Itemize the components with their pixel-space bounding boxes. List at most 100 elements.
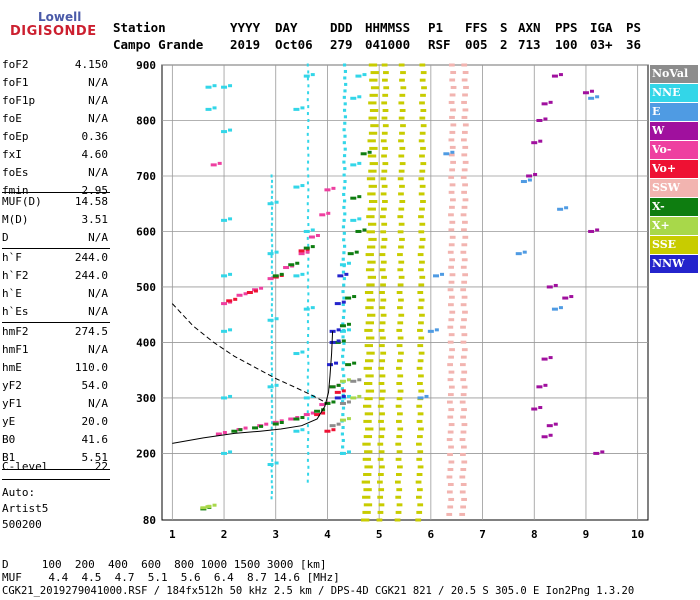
data-point — [279, 421, 284, 425]
band-mark — [417, 344, 424, 348]
param-name: foF1 — [2, 76, 29, 89]
band-mark — [397, 412, 403, 416]
band-mark — [419, 207, 425, 211]
band-mark — [342, 108, 347, 112]
band-mark — [460, 482, 467, 486]
band-mark — [365, 427, 374, 431]
data-point — [303, 246, 310, 250]
data-point — [308, 235, 315, 239]
data-point — [339, 379, 346, 383]
data-point — [541, 357, 548, 361]
param-row: h`Es N/A — [2, 305, 108, 323]
data-point — [346, 400, 351, 404]
band-mark — [368, 63, 378, 67]
band-mark — [368, 131, 378, 135]
hdr-ddd-label: DDD — [330, 20, 353, 35]
data-point — [541, 102, 548, 106]
band-mark — [361, 518, 370, 522]
band-mark — [364, 412, 374, 416]
band-mark — [306, 424, 309, 428]
band-mark — [446, 475, 453, 479]
data-point — [314, 413, 321, 417]
param-value: 54.0 — [81, 379, 109, 392]
data-point — [564, 206, 569, 210]
band-mark — [270, 292, 273, 296]
band-mark — [364, 382, 373, 385]
band-mark — [369, 109, 379, 112]
param-value: 244.0 — [74, 251, 108, 264]
band-mark — [418, 192, 425, 196]
data-point — [321, 411, 326, 415]
data-point — [298, 252, 305, 256]
band-mark — [307, 382, 310, 386]
data-point — [246, 291, 253, 294]
band-mark — [367, 260, 376, 264]
param-name: fmin — [2, 184, 29, 197]
band-mark — [382, 146, 388, 150]
band-mark — [379, 412, 385, 416]
band-mark — [381, 169, 388, 173]
band-mark — [362, 404, 372, 408]
band-mark — [461, 100, 467, 104]
band-mark — [449, 258, 455, 262]
band-mark — [307, 139, 310, 143]
legend-label: SSW — [652, 181, 680, 194]
band-mark — [396, 366, 402, 370]
x-tick-label: 10 — [631, 528, 644, 541]
band-mark — [380, 351, 387, 355]
param-value: N/A — [88, 397, 108, 410]
data-point — [562, 296, 569, 300]
band-mark — [366, 215, 375, 219]
data-point — [315, 234, 320, 238]
band-mark — [307, 292, 310, 296]
data-point — [222, 430, 227, 434]
band-mark — [448, 243, 455, 247]
data-point — [221, 274, 228, 278]
data-point — [252, 426, 259, 430]
data-point — [346, 322, 351, 326]
band-mark — [271, 271, 274, 275]
band-mark — [420, 109, 427, 112]
x-tick-label: 8 — [531, 528, 538, 541]
data-point — [228, 394, 233, 398]
auto-code: 500200 — [2, 518, 42, 531]
data-point — [274, 250, 279, 254]
band-mark — [366, 283, 375, 287]
band-mark — [367, 222, 377, 226]
band-mark — [342, 238, 346, 242]
band-mark — [382, 109, 389, 112]
band-mark — [365, 374, 374, 378]
data-point — [450, 150, 455, 154]
band-mark — [381, 237, 388, 241]
band-mark — [419, 63, 426, 67]
band-mark — [377, 442, 384, 446]
data-point — [551, 74, 558, 78]
data-point — [331, 400, 336, 404]
band-mark — [376, 518, 383, 522]
band-mark — [397, 306, 403, 310]
band-mark — [462, 93, 468, 97]
data-point — [345, 296, 352, 300]
band-mark — [448, 445, 454, 449]
data-point — [221, 218, 228, 222]
band-mark — [398, 260, 405, 264]
legend-item-e: E — [650, 103, 698, 121]
band-mark — [341, 406, 346, 410]
data-point — [300, 428, 305, 432]
band-mark — [460, 340, 467, 344]
band-mark — [306, 216, 309, 220]
band-mark — [363, 488, 372, 492]
band-mark — [307, 465, 310, 469]
band-mark — [449, 220, 456, 224]
data-point — [515, 252, 522, 256]
band-mark — [381, 222, 388, 226]
data-point — [226, 299, 233, 303]
data-point — [600, 450, 605, 454]
band-mark — [379, 306, 386, 310]
band-mark — [306, 479, 309, 483]
data-point — [210, 163, 217, 167]
band-mark — [397, 230, 404, 234]
band-mark — [306, 340, 309, 344]
band-mark — [399, 146, 406, 150]
band-mark — [307, 347, 310, 351]
